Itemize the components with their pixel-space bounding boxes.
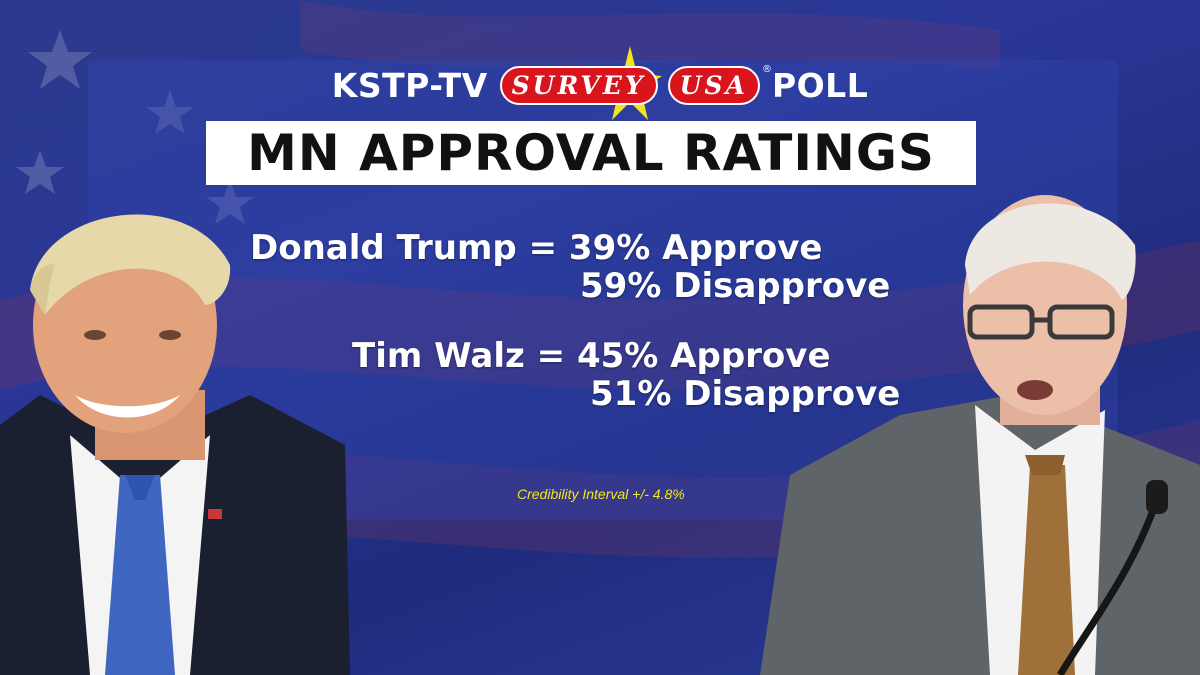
title-bar: MN APPROVAL RATINGS <box>206 121 976 185</box>
page-title: MN APPROVAL RATINGS <box>247 124 935 182</box>
registered-mark: ® <box>761 64 772 75</box>
surveyusa-logo: SURVEY USA ® <box>498 45 772 120</box>
logo-word-survey: SURVEY <box>499 66 658 105</box>
trump-portrait <box>0 214 350 675</box>
poll-word: POLL <box>771 66 869 105</box>
station-name: KSTP-TV <box>331 66 488 105</box>
trump-approve-line: Donald Trump = 39% Approve <box>250 228 823 268</box>
poll-header: KSTP-TV SURVEY USA ® POLL <box>0 45 1200 120</box>
walz-portrait <box>760 195 1200 675</box>
logo-word-usa: USA <box>667 66 760 105</box>
walz-disapprove-line: 51% Disapprove <box>590 374 901 414</box>
walz-approve-line: Tim Walz = 45% Approve <box>352 336 831 376</box>
trump-disapprove-line: 59% Disapprove <box>580 266 891 306</box>
credibility-interval-note: Credibility Interval +/- 4.8% <box>517 486 685 502</box>
